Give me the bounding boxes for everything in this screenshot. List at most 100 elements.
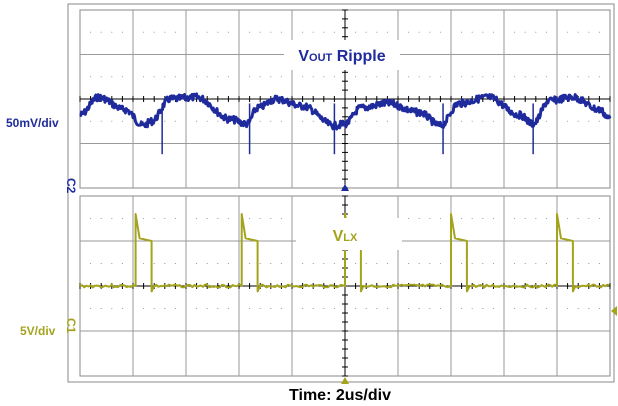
vout-title: VOUT Ripple bbox=[298, 48, 385, 65]
vlx-grid-dot bbox=[143, 218, 145, 219]
vlx-grid-dot bbox=[524, 218, 526, 219]
vout-grid-dot bbox=[365, 120, 367, 122]
vlx-grid-dot bbox=[492, 308, 494, 309]
vlx-grid-dot bbox=[535, 308, 537, 309]
vout-grid-dot bbox=[461, 120, 463, 122]
vlx-grid-dot bbox=[598, 308, 600, 309]
vlx-grid-dot bbox=[482, 308, 484, 309]
vlx-grid-dot bbox=[206, 263, 208, 264]
vlx-grid-dot bbox=[588, 308, 590, 309]
vlx-grid-dot bbox=[143, 263, 145, 264]
vlx-grid-dot bbox=[471, 263, 473, 264]
vout-grid-dot bbox=[471, 76, 473, 78]
vout-grid-dot bbox=[545, 31, 547, 33]
vlx-grid-dot bbox=[514, 308, 516, 309]
vlx-grid-dot bbox=[206, 308, 208, 309]
vout-grid-dot bbox=[100, 76, 102, 78]
vout-grid-dot bbox=[598, 31, 600, 33]
vout-grid-dot bbox=[535, 76, 537, 78]
vout-grid-dot bbox=[121, 120, 123, 122]
vout-grid-dot bbox=[524, 31, 526, 33]
vout-grid-dot bbox=[514, 31, 516, 33]
vlx-grid-dot bbox=[439, 263, 441, 264]
vlx-grid-dot bbox=[524, 308, 526, 309]
vout-grid-dot bbox=[333, 76, 335, 78]
vout-grid-dot bbox=[302, 120, 304, 122]
vlx-grid-dot bbox=[376, 263, 378, 264]
vlx-grid-dot bbox=[174, 218, 176, 219]
vlx-grid-dot bbox=[174, 263, 176, 264]
vlx-grid-dot bbox=[302, 308, 304, 309]
vlx-grid-dot bbox=[418, 218, 420, 219]
vout-grid-dot bbox=[302, 31, 304, 33]
vout-grid-dot bbox=[323, 31, 325, 33]
vout-grid-dot bbox=[471, 120, 473, 122]
vlx-grid-dot bbox=[588, 218, 590, 219]
vout-grid-dot bbox=[577, 31, 579, 33]
vout-grid-dot bbox=[280, 76, 282, 78]
vout-grid-dot bbox=[90, 31, 92, 33]
vlx-grid-dot bbox=[471, 308, 473, 309]
vlx-grid-dot bbox=[355, 308, 357, 309]
vout-grid-dot bbox=[567, 76, 569, 78]
vlx-grid-dot bbox=[482, 263, 484, 264]
vlx-grid-dot bbox=[206, 218, 208, 219]
vout-grid-dot bbox=[302, 76, 304, 78]
vlx-grid-dot bbox=[598, 263, 600, 264]
vout-grid-dot bbox=[280, 120, 282, 122]
vout-grid-dot bbox=[249, 76, 251, 78]
vlx-grid-dot bbox=[270, 218, 272, 219]
vout-grid-dot bbox=[386, 120, 388, 122]
vlx-grid-dot bbox=[90, 218, 92, 219]
vout-grid-dot bbox=[514, 120, 516, 122]
vout-grid-dot bbox=[280, 31, 282, 33]
vout-grid-dot bbox=[408, 31, 410, 33]
vout-grid-dot bbox=[217, 76, 219, 78]
vout-grid-dot bbox=[312, 76, 314, 78]
vlx-grid-dot bbox=[153, 263, 155, 264]
vout-grid-dot bbox=[545, 120, 547, 122]
vlx-grid-dot bbox=[270, 263, 272, 264]
vout-grid-dot bbox=[312, 31, 314, 33]
vout-grid-dot bbox=[567, 31, 569, 33]
vlx-grid-dot bbox=[90, 308, 92, 309]
vout-grid-dot bbox=[408, 120, 410, 122]
vlx-grid-dot bbox=[100, 308, 102, 309]
vout-grid-dot bbox=[323, 76, 325, 78]
vout-title-background bbox=[284, 40, 400, 70]
vout-grid-dot bbox=[408, 76, 410, 78]
vout-grid-dot bbox=[174, 120, 176, 122]
vlx-grid-dot bbox=[259, 263, 261, 264]
vlx-grid-dot bbox=[323, 308, 325, 309]
vout-grid-dot bbox=[535, 31, 537, 33]
vout-grid-dot bbox=[206, 76, 208, 78]
vlx-grid-dot bbox=[408, 263, 410, 264]
vout-grid-dot bbox=[386, 31, 388, 33]
vlx-grid-dot bbox=[111, 218, 113, 219]
vlx-grid-dot bbox=[418, 308, 420, 309]
vlx-grid-dot bbox=[312, 263, 314, 264]
vlx-grid-dot bbox=[429, 308, 431, 309]
vout-grid-dot bbox=[461, 31, 463, 33]
vlx-grid-dot bbox=[249, 218, 251, 219]
vout-grid-dot bbox=[386, 76, 388, 78]
vout-grid-dot bbox=[482, 31, 484, 33]
vlx-grid-dot bbox=[249, 308, 251, 309]
vout-grid-dot bbox=[196, 76, 198, 78]
vlx-grid-dot bbox=[461, 308, 463, 309]
vout-ripple-panel: VOUT Ripple 50mV/div C2 bbox=[6, 9, 612, 194]
vout-grid-dot bbox=[90, 120, 92, 122]
vout-grid-dot bbox=[143, 31, 145, 33]
vout-grid-dot bbox=[121, 76, 123, 78]
vlx-grid-dot bbox=[535, 218, 537, 219]
vout-grid-dot bbox=[376, 31, 378, 33]
vout-grid-dot bbox=[164, 76, 166, 78]
vout-grid-dot bbox=[429, 31, 431, 33]
vlx-grid-dot bbox=[492, 218, 494, 219]
vout-grid-dot bbox=[461, 76, 463, 78]
vlx-grid-dot bbox=[439, 308, 441, 309]
vlx-grid-dot bbox=[492, 263, 494, 264]
vout-grid-dot bbox=[270, 120, 272, 122]
vlx-grid-dot bbox=[514, 218, 516, 219]
vout-grid-dot bbox=[259, 76, 261, 78]
